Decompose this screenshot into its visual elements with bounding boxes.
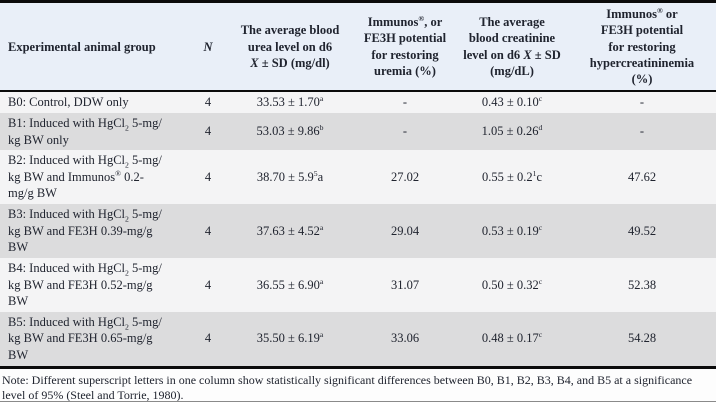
table-cell: 47.62 (627, 169, 657, 184)
table-cell: 0.50 ± 0.32c (481, 276, 543, 292)
table-cell: 36.55 ± 6.90a (256, 276, 324, 292)
table-row-B1: B1: Induced with HgCl2 5-mg/ kg BW only 4… (0, 112, 716, 151)
column-header-4: The average blood creatinine level on d6… (456, 1, 568, 93)
table-cell: 31.07 (390, 277, 420, 292)
table-cell: 0.43 ± 0.10c (481, 94, 543, 110)
table-row-B4: B4: Induced with HgCl2 5-mg/ kg BW and F… (0, 257, 716, 312)
table-cell: 35.50 ± 6.19a (256, 330, 324, 346)
column-header-0: Experimental animal group (0, 1, 190, 93)
table-cell: 0.53 ± 0.19c (481, 222, 543, 238)
group-cell: B1: Induced with HgCl2 5-mg/ kg BW only (8, 115, 162, 147)
table-cell: 54.28 (627, 331, 657, 346)
table-cell: 33.53 ± 1.70a (256, 94, 324, 110)
table-cell: 4 (204, 277, 212, 292)
table-row-B2: B2: Induced with HgCl2 5-mg/ kg BW and I… (0, 150, 716, 204)
table-cell: 49.52 (627, 223, 657, 238)
header-row: Experimental animal group N The average bl… (0, 1, 716, 93)
table-row-B5: B5: Induced with HgCl2 5-mg/ kg BW and F… (0, 311, 716, 368)
table-cell: 0.48 ± 0.17c (481, 330, 543, 346)
table-cell: 37.63 ± 4.52a (256, 222, 324, 238)
table-cell: - (402, 95, 408, 110)
table-cell: 4 (204, 169, 212, 184)
table-cell: 0.55 ± 0.21c (481, 168, 543, 184)
table-cell: - (639, 95, 645, 110)
table-cell: - (402, 124, 408, 139)
column-header-1: N (190, 1, 226, 93)
table-cell: 4 (204, 223, 212, 238)
table-row-B3: B3: Induced with HgCl2 5-mg/ kg BW and F… (0, 204, 716, 258)
table-note: Note: Different superscript letters in o… (2, 372, 693, 402)
column-header-5: Immunos® or FE3H potential for restoring… (568, 1, 716, 93)
table-cell: 4 (204, 124, 212, 139)
group-cell: B2: Induced with HgCl2 5-mg/ kg BW and I… (8, 153, 162, 201)
group-cell: B3: Induced with HgCl2 5-mg/ kg BW and F… (8, 207, 162, 255)
table-cell: 29.04 (390, 223, 420, 238)
table-cell: 52.38 (627, 277, 657, 292)
column-header-2: The average blood urea level on d6 X ± S… (226, 1, 354, 93)
table-cell: 33.06 (390, 331, 420, 346)
table-cell: 53.03 ± 9.86b (256, 123, 324, 139)
table-cell: - (639, 124, 645, 139)
table-row-B0: B0: Control, DDW only 4 33.53 ± 1.70a - 0.43… (0, 91, 716, 113)
results-table: Experimental animal group N The average bl… (0, 0, 716, 369)
table-cell: 27.02 (390, 169, 420, 184)
group-cell: B4: Induced with HgCl2 5-mg/ kg BW and F… (8, 260, 162, 309)
table-body: B0: Control, DDW only 4 33.53 ± 1.70a - 0.43… (0, 91, 716, 368)
table-cell: 4 (204, 95, 212, 110)
table-cell: 1.05 ± 0.26d (481, 123, 543, 139)
table-cell: 4 (204, 331, 212, 346)
table-cell: 38.70 ± 5.95a (256, 168, 324, 184)
column-header-3: Immunos®, or FE3H potential for restorin… (354, 1, 456, 93)
group-cell: B5: Induced with HgCl2 5-mg/ kg BW and F… (8, 314, 162, 362)
group-cell: B0: Control, DDW only (8, 95, 129, 110)
